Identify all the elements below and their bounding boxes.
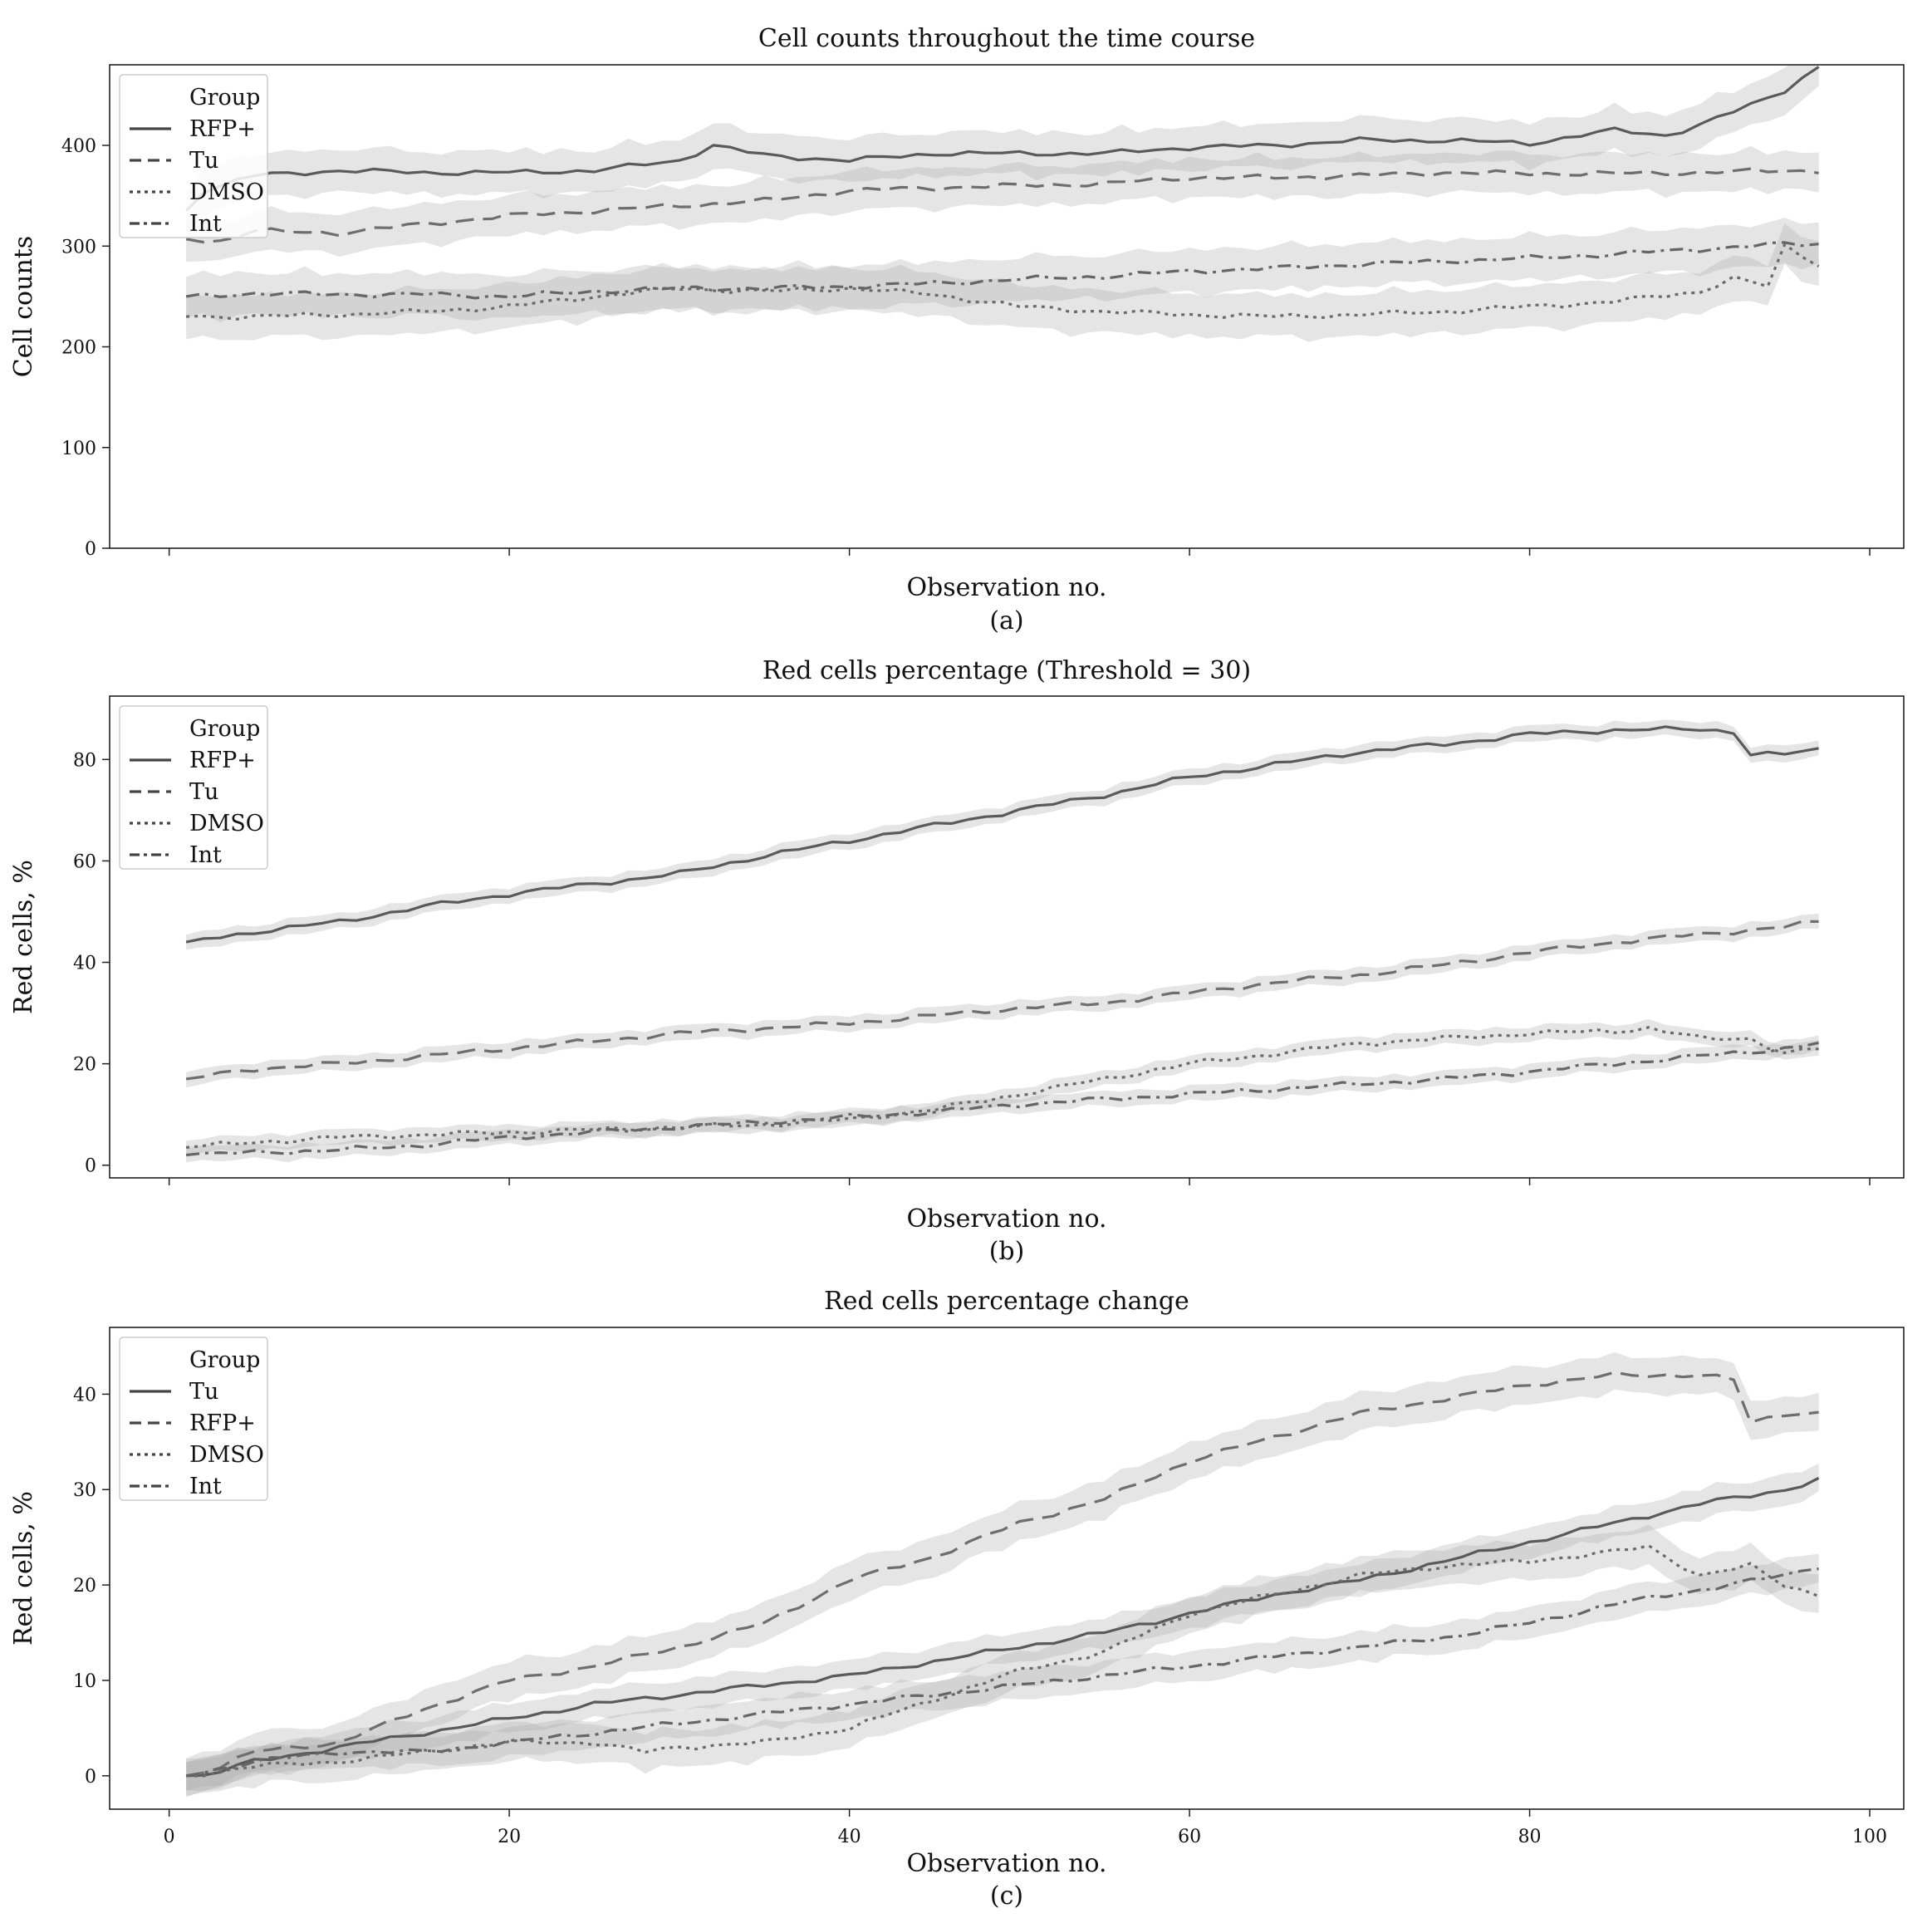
panel-caption: (a) [989, 606, 1023, 635]
legend-entry: Int [189, 1474, 222, 1499]
axes-frame [109, 64, 1905, 549]
x-tick-label: 100 [1852, 1827, 1887, 1847]
series-line-int [185, 1041, 1819, 1157]
series-line-int [185, 241, 1819, 300]
ci-band-int [186, 1553, 1819, 1791]
ci-band-tu [186, 914, 1819, 1088]
x-tick-label: 80 [1518, 1827, 1542, 1847]
legend: Group Tu RFP+ DMSO Int [119, 1337, 268, 1501]
legend-box [119, 1337, 268, 1501]
y-tick-label: 0 [85, 539, 96, 560]
plot-area [185, 719, 1819, 1163]
chart-title: Red cells percentage (Threshold = 30) [763, 656, 1251, 685]
series-line-dmso [185, 1026, 1819, 1149]
ci-band-rfp [186, 719, 1819, 950]
series-line-tu [185, 920, 1819, 1081]
x-tick-label: 60 [1178, 1827, 1201, 1847]
series-line-rfp [184, 66, 1820, 212]
x-tick-label: 0 [164, 1827, 175, 1847]
series-line-rfp [185, 725, 1819, 944]
legend-title: Group [189, 716, 260, 742]
legend-entry: Tu [189, 779, 218, 805]
chart-title: Red cells percentage change [824, 1287, 1189, 1316]
legend-box [119, 74, 268, 238]
legend-title: Group [189, 1347, 260, 1373]
series-lines [185, 1371, 1820, 1778]
y-tick-label: 30 [73, 1480, 96, 1501]
y-tick-label: 40 [73, 954, 96, 974]
ci-band-tu [186, 1463, 1819, 1792]
series-line-int [185, 1567, 1819, 1778]
plot-area [184, 65, 1820, 342]
ci-band-dmso [186, 1524, 1819, 1796]
y-tick-label: 0 [85, 1156, 96, 1177]
x-axis-label: Observation no. [906, 573, 1106, 602]
y-tick-label: 20 [73, 1055, 96, 1076]
y-tick-label: 80 [73, 750, 96, 771]
axes-frame [109, 1327, 1905, 1810]
legend: Group RFP+ Tu DMSO Int [119, 705, 268, 870]
legend-entry: RFP+ [189, 1410, 256, 1436]
chart-3: Red cells percentage change 0 10 20 30 40 0 20 4… [9, 1287, 1905, 1911]
y-tick-label: 200 [61, 338, 96, 359]
y-tick-label: 20 [73, 1576, 96, 1597]
y-tick-label: 300 [61, 237, 96, 258]
legend-entry: DMSO [189, 1442, 264, 1468]
y-tick-label: 0 [85, 1767, 96, 1788]
panel-caption: (b) [989, 1237, 1025, 1266]
legend-entry: DMSO [189, 811, 264, 836]
x-tick-label: 20 [498, 1827, 521, 1847]
legend-title: Group [189, 85, 260, 110]
panel-caption: (c) [990, 1881, 1023, 1911]
legend-entry: DMSO [189, 179, 264, 205]
y-tick-label: 10 [73, 1671, 96, 1692]
chart-2: Red cells percentage (Threshold = 30) 0 20… [9, 656, 1905, 1266]
series-line-dmso [186, 1544, 1820, 1778]
y-tick-label: 40 [73, 1385, 96, 1405]
series-line-dmso [186, 243, 1820, 321]
y-axis-label: Cell counts [9, 236, 38, 377]
series-lines [185, 725, 1819, 1157]
chart-title: Cell counts throughout the time course [758, 24, 1255, 53]
y-tick-label: 400 [61, 136, 96, 157]
series-line-tu [186, 1476, 1820, 1778]
ci-band-dmso [186, 223, 1819, 342]
legend-entry: Tu [189, 148, 218, 174]
series-line-tu [185, 167, 1819, 244]
chart-1: Cell counts throughout the time course 0 1… [9, 24, 1905, 635]
legend-entry: Tu [189, 1379, 218, 1405]
series-line-rfp [185, 1371, 1819, 1778]
plot-area [185, 1351, 1820, 1798]
legend-entry: Int [189, 211, 222, 237]
legend: Group RFP+ Tu DMSO Int [119, 74, 268, 238]
ci-band-tu [186, 145, 1819, 262]
axes-frame [109, 695, 1905, 1179]
ci-band-int [186, 218, 1819, 322]
legend-box [119, 705, 268, 870]
y-axis-label: Red cells, % [9, 1491, 38, 1646]
y-tick-label: 100 [61, 439, 96, 459]
y-tick-label: 60 [73, 851, 96, 872]
legend-entry: RFP+ [189, 748, 256, 773]
x-axis-label: Observation no. [906, 1849, 1106, 1878]
x-tick-label: 40 [838, 1827, 861, 1847]
ci-band-rfp [186, 65, 1819, 232]
y-axis-label: Red cells, % [9, 860, 38, 1014]
x-axis-label: Observation no. [906, 1204, 1106, 1234]
ci-band-rfp [186, 1351, 1819, 1798]
legend-entry: Int [189, 842, 222, 868]
legend-entry: RFP+ [189, 116, 256, 142]
ci-band-int [186, 1035, 1819, 1163]
series-lines [184, 66, 1820, 321]
ci-band-dmso [186, 1018, 1819, 1155]
